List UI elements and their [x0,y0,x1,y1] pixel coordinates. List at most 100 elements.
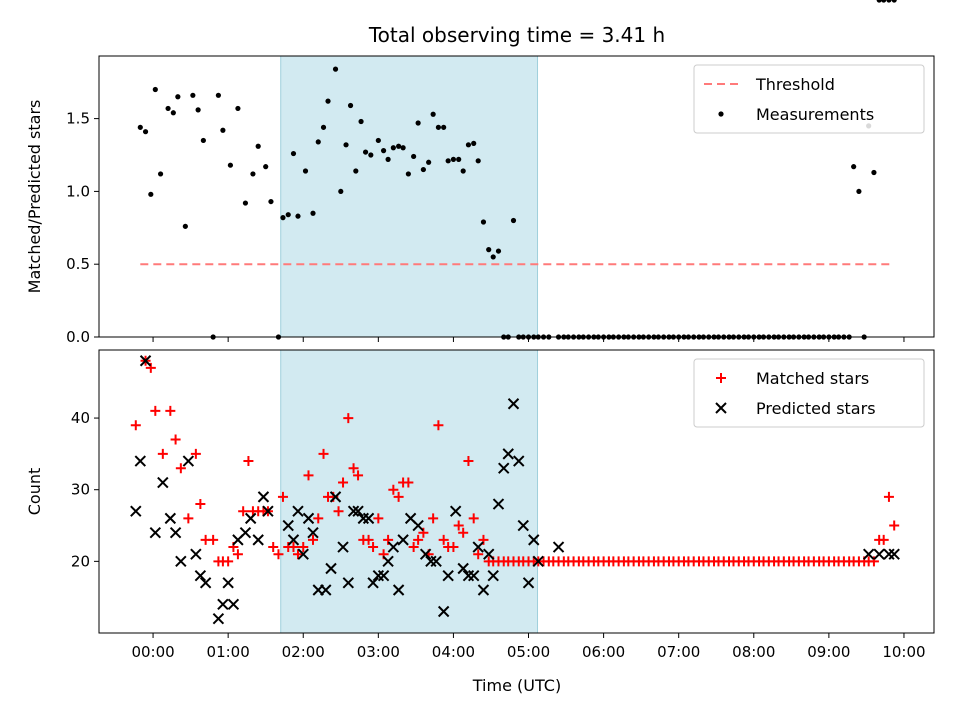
data-point [148,191,154,197]
x-tick-label: 10:00 [882,643,925,661]
data-point [169,526,182,539]
data-point [318,448,329,459]
data-point [255,143,261,149]
data-point [217,598,229,611]
data-point [472,541,484,553]
data-point [325,98,331,104]
data-point [175,555,187,568]
data-point [313,513,324,524]
data-point [387,541,400,553]
data-point [856,188,862,195]
y-tick-label: 1.5 [66,110,90,128]
data-point [200,137,206,144]
legend-label: Measurements [756,105,874,124]
data-point [315,139,321,145]
data-point [445,158,451,164]
y-axis-label: Count [25,468,44,516]
data-point [244,512,257,525]
data-point [333,506,344,517]
data-point [495,248,502,254]
data-point [212,612,225,625]
data-point [343,142,349,148]
data-point [338,188,344,195]
legend: Threshold Measurements [693,64,925,134]
data-point [453,520,464,531]
data-point [412,519,424,532]
data-point [871,169,877,176]
legend-label: Matched stars [756,369,869,388]
data-point [393,491,404,502]
data-point [175,94,181,100]
top-panel: 0.0 0.5 1.0 1.5 Matched/Predicted stars Thres… [25,0,935,346]
bottom-panel: 20 30 40 00:00 01:00 02:00 03:00 04:00 05:00 06:0… [25,349,935,661]
data-point [262,505,274,517]
data-point [532,555,544,568]
data-point [486,247,492,253]
data-point [382,555,394,568]
data-point [368,152,374,158]
data-point [458,527,469,538]
data-point [150,405,161,416]
chart-title: Total observing time = 3.41 h [368,23,665,47]
data-point [347,505,360,517]
x-tick-label: 01:00 [207,643,250,661]
data-point [411,153,417,160]
data-point [238,506,249,517]
data-point [332,66,339,72]
data-point [227,162,234,168]
data-point [308,534,319,545]
data-point [347,102,354,109]
series-matched-stars [130,355,900,567]
data-point [507,398,520,410]
legend-label: Predicted stars [756,399,876,418]
data-point [886,0,892,3]
data-point [195,107,201,113]
data-point [478,534,489,545]
data-point [868,556,879,567]
data-point [442,569,454,582]
data-point [288,542,299,553]
data-point [320,124,327,130]
data-point [310,210,316,216]
data-point [435,124,442,130]
data-point [397,534,409,546]
data-point [426,159,432,165]
data-point [383,534,394,545]
data-point [420,166,426,173]
data-point [528,534,540,546]
data-point [263,164,269,170]
data-point [170,110,176,116]
data-point [456,156,462,162]
data-point [430,555,442,568]
data-point [208,534,219,545]
data-point [873,548,885,560]
data-point [268,198,274,205]
data-point [157,448,168,459]
data-point [220,127,226,133]
legend-swatch [716,373,726,383]
data-point [280,215,286,221]
data-point [463,456,474,467]
data-point [450,156,457,162]
y-tick-label: 40 [71,409,90,427]
y-tick-label: 1.0 [66,182,90,200]
data-point [243,456,254,467]
data-point [492,498,505,510]
data-point [449,505,462,517]
data-point [468,513,479,524]
y-tick-label: 20 [71,552,90,570]
data-point [222,577,234,589]
legend-swatch [718,111,724,117]
data-point [227,598,240,611]
data-point [362,512,375,525]
data-point [380,148,387,154]
data-point [433,420,444,431]
data-point [342,577,355,589]
data-point [130,505,142,517]
data-point [145,362,156,373]
data-point [353,470,364,481]
data-point [292,549,303,560]
data-point [475,158,481,164]
legend-label: Threshold [755,75,835,94]
